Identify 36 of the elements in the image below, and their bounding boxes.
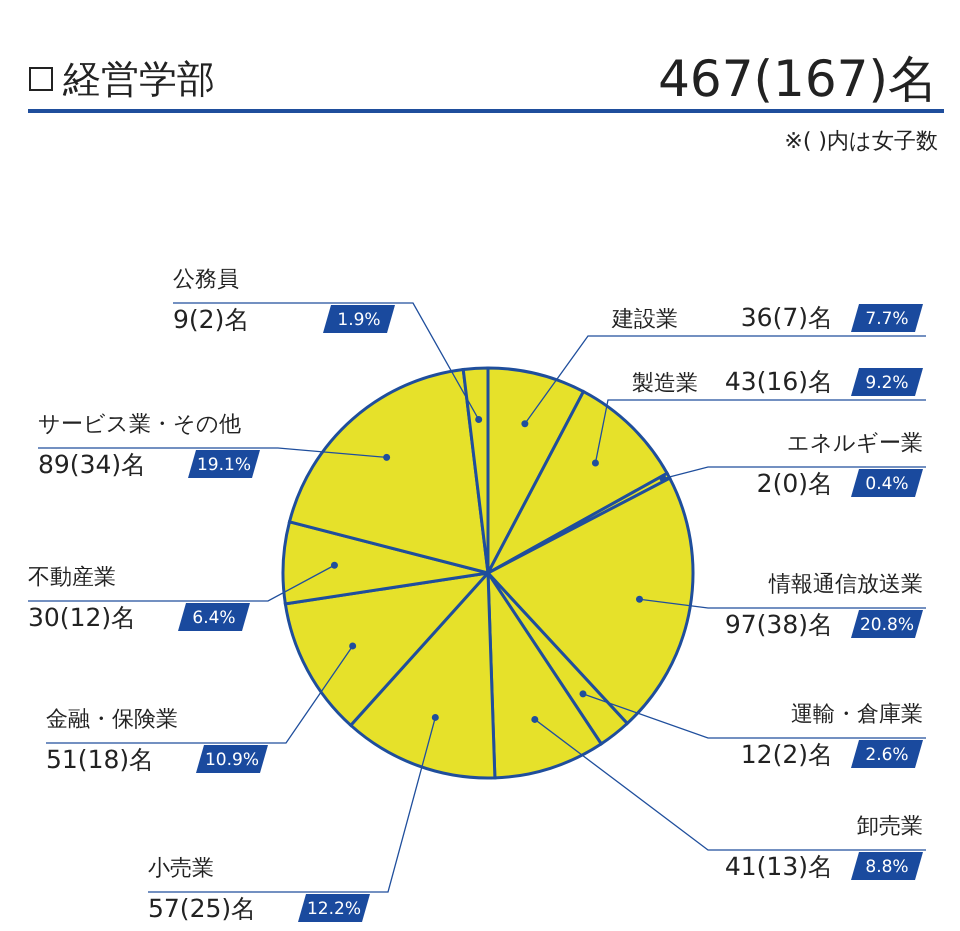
- slice-label: エネルギー業: [787, 431, 923, 456]
- data-label: 89(34)名: [38, 450, 146, 479]
- text: 1.9%: [337, 310, 381, 330]
- text: 8.8%: [865, 857, 909, 877]
- data-label: 2(0)名: [756, 469, 833, 498]
- data-label: 9(2)名: [173, 305, 250, 334]
- slice-label: 小売業: [148, 856, 214, 881]
- data-label: 51(18)名: [46, 745, 154, 774]
- text: 2.6%: [865, 745, 909, 765]
- slice-label: 製造業: [632, 371, 698, 396]
- text: 19.1%: [196, 455, 252, 475]
- slice-label: 建設業: [611, 307, 678, 332]
- data-label: 97(38)名: [724, 610, 833, 639]
- text: 10.9%: [204, 750, 260, 770]
- data-label: 30(12)名: [28, 603, 136, 632]
- data-label: 43(16)名: [724, 367, 833, 396]
- text: 0.4%: [865, 474, 909, 494]
- slice-label: 公務員: [173, 267, 239, 292]
- data-label: 57(25)名: [148, 894, 256, 923]
- data-label: 41(13)名: [724, 852, 833, 881]
- text: 12.2%: [306, 899, 362, 919]
- slice-label: 不動産業: [28, 565, 116, 590]
- text: 6.4%: [192, 608, 236, 628]
- slice-label: サービス業・その他: [38, 412, 241, 437]
- text: ※( )内は女子数: [784, 129, 938, 154]
- text: 9.2%: [865, 373, 909, 393]
- data-label: 12(2)名: [740, 740, 833, 769]
- slice-label: 情報通信放送業: [768, 572, 923, 597]
- chart-subtitle: 467(167)名: [658, 50, 938, 108]
- chart-title: 経営学部: [62, 57, 215, 101]
- data-label: 36(7)名: [740, 303, 833, 332]
- slice-label: 金融・保険業: [46, 707, 178, 732]
- slice-label: 運輸・倉庫業: [791, 702, 923, 727]
- text: 20.8%: [860, 615, 914, 635]
- slice-label: 卸売業: [857, 814, 923, 839]
- text: 7.7%: [865, 309, 909, 329]
